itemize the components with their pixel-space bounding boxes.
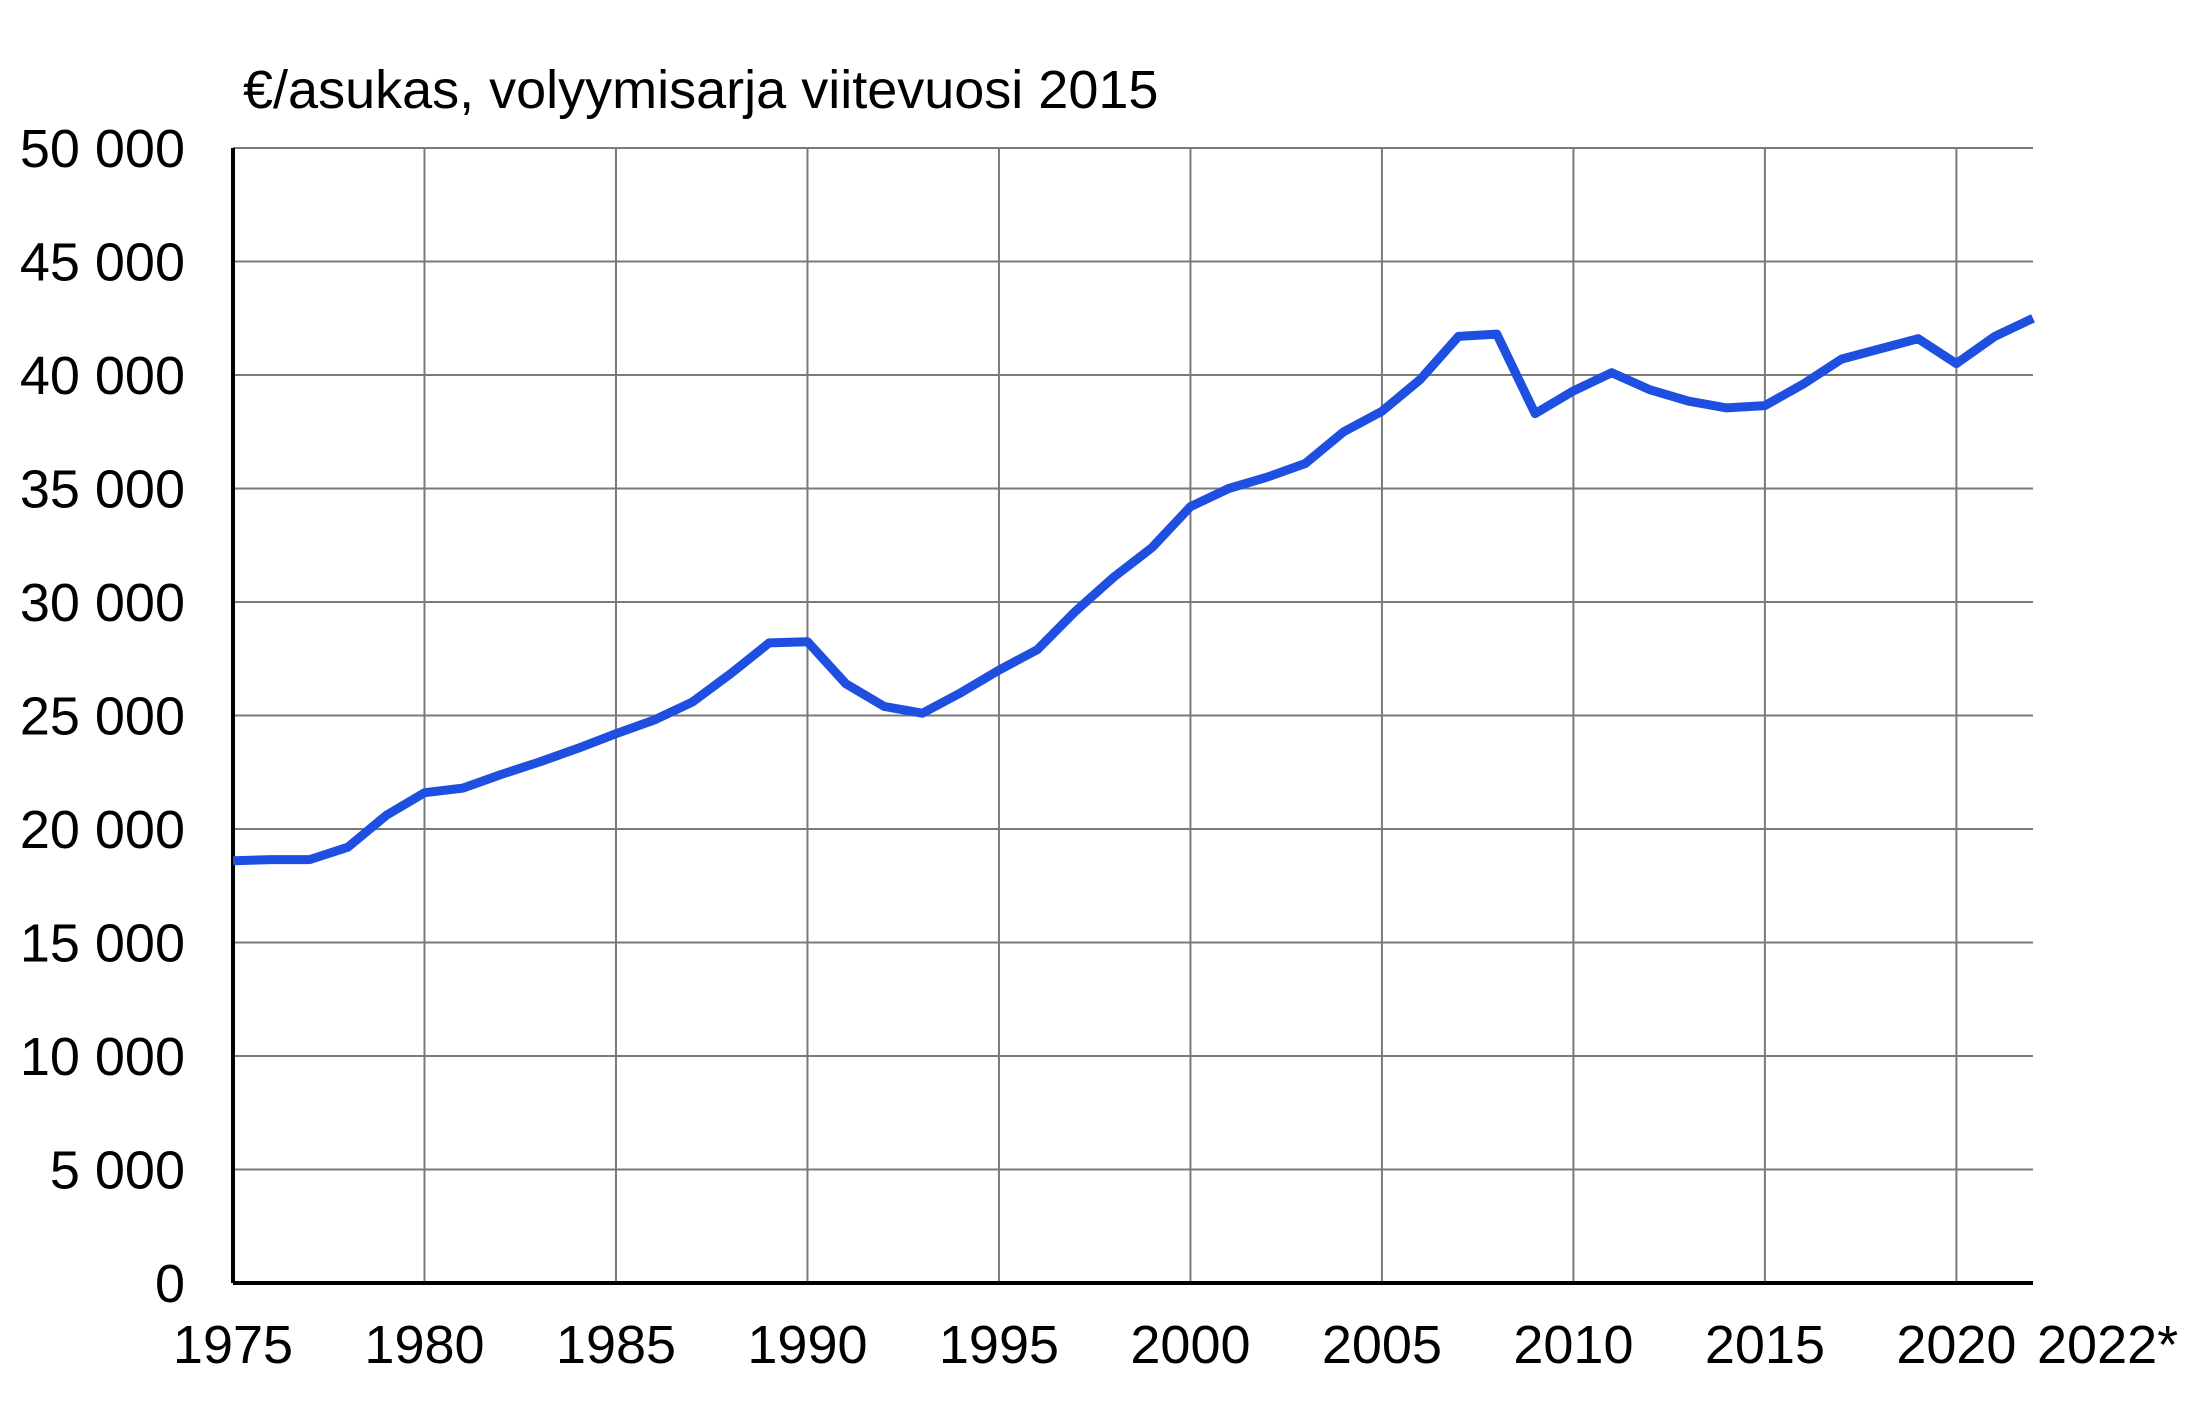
axes	[231, 148, 2033, 1285]
y-tick-label: 5 000	[50, 1141, 185, 1201]
y-tick-label: 45 000	[20, 233, 185, 293]
x-tick-label: 2015	[1705, 1315, 1825, 1375]
x-tick-label: 1980	[364, 1315, 484, 1375]
y-tick-label: 20 000	[20, 800, 185, 860]
x-tick-label: 1990	[747, 1315, 867, 1375]
y-tick-label: 40 000	[20, 346, 185, 406]
y-tick-label: 35 000	[20, 460, 185, 520]
y-gridlines	[233, 147, 2033, 1284]
x-tick-label: 2010	[1513, 1315, 1633, 1375]
y-tick-label: 10 000	[20, 1027, 185, 1087]
y-tick-label: 50 000	[20, 119, 185, 179]
x-tick-label: 1985	[556, 1315, 676, 1375]
series-line	[232, 314, 2035, 866]
unit-label: €/asukas, volyymisarja viitevuosi 2015	[243, 60, 1158, 120]
x-tick-label: 2022*	[2037, 1315, 2178, 1375]
x-tick-label: 1975	[173, 1315, 293, 1375]
x-tick-label: 2020	[1896, 1315, 2016, 1375]
y-tick-label: 25 000	[20, 687, 185, 747]
y-tick-label: 0	[155, 1254, 185, 1314]
y-tick-label: 15 000	[20, 914, 185, 974]
x-gridlines	[423, 148, 1958, 1283]
x-tick-label: 2005	[1322, 1315, 1442, 1375]
y-tick-labels: 0 5 000 10 000 15 000 20 000 25 000 30 000 35 0…	[20, 119, 185, 1314]
x-tick-labels: 1975 1980 1985 1990 1995 2000 2005 2010 2015 2020…	[173, 1315, 2178, 1375]
series-layer	[232, 314, 2035, 866]
y-tick-label: 30 000	[20, 573, 185, 633]
x-tick-label: 1995	[939, 1315, 1059, 1375]
x-tick-label: 2000	[1130, 1315, 1250, 1375]
